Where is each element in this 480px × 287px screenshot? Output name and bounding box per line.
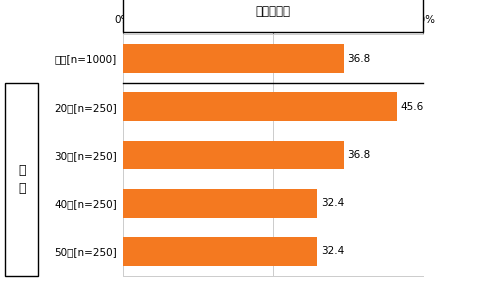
Text: 職場の環境: 職場の環境: [255, 5, 290, 18]
Text: 年
代: 年 代: [18, 164, 25, 195]
Text: 32.4: 32.4: [321, 247, 344, 256]
Text: 32.4: 32.4: [321, 198, 344, 208]
Bar: [122, 44, 343, 73]
Text: 36.8: 36.8: [347, 54, 370, 63]
Bar: [122, 141, 343, 169]
Bar: [122, 237, 317, 266]
Text: 36.8: 36.8: [347, 150, 370, 160]
Text: 45.6: 45.6: [399, 102, 423, 112]
Bar: [122, 92, 396, 121]
Bar: [122, 189, 317, 218]
